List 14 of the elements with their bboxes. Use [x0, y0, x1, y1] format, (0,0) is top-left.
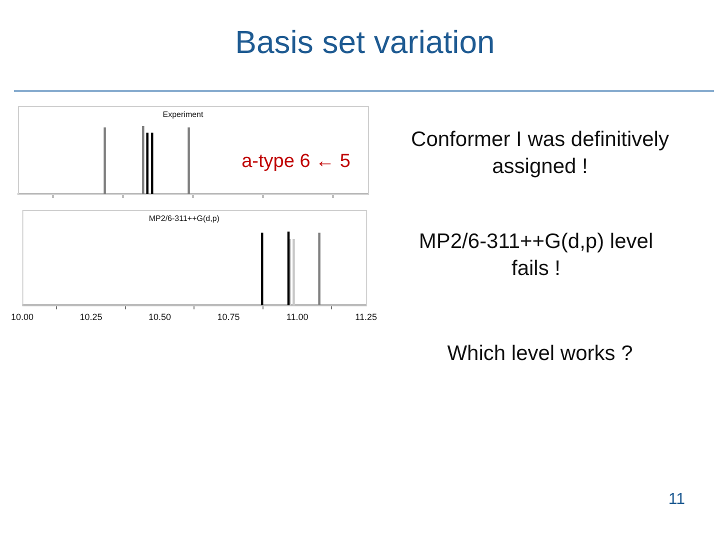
- text: Which level works ?: [446, 341, 634, 367]
- text: Basis set variation: [234, 23, 496, 62]
- text: 11: [667, 490, 685, 510]
- annotation: a-type 6 ← 5: [240, 150, 352, 174]
- x-tick-label: 10.75: [217, 312, 240, 322]
- x-tick-label: 11.25: [355, 312, 378, 322]
- x-tick-label: 10.50: [148, 312, 172, 322]
- chart-title: MP2/6-311++G(d,p): [148, 214, 220, 224]
- chart-title: Experiment: [162, 110, 204, 120]
- x-tick-label: 10.25: [80, 312, 102, 322]
- x-tick-label: 11.00: [286, 312, 308, 322]
- text: MP2/6-311++G(d,p) level fails !: [418, 229, 654, 282]
- x-tick-label: 10.00: [10, 312, 34, 322]
- text: Conformer I was definitively assigned !: [410, 127, 670, 180]
